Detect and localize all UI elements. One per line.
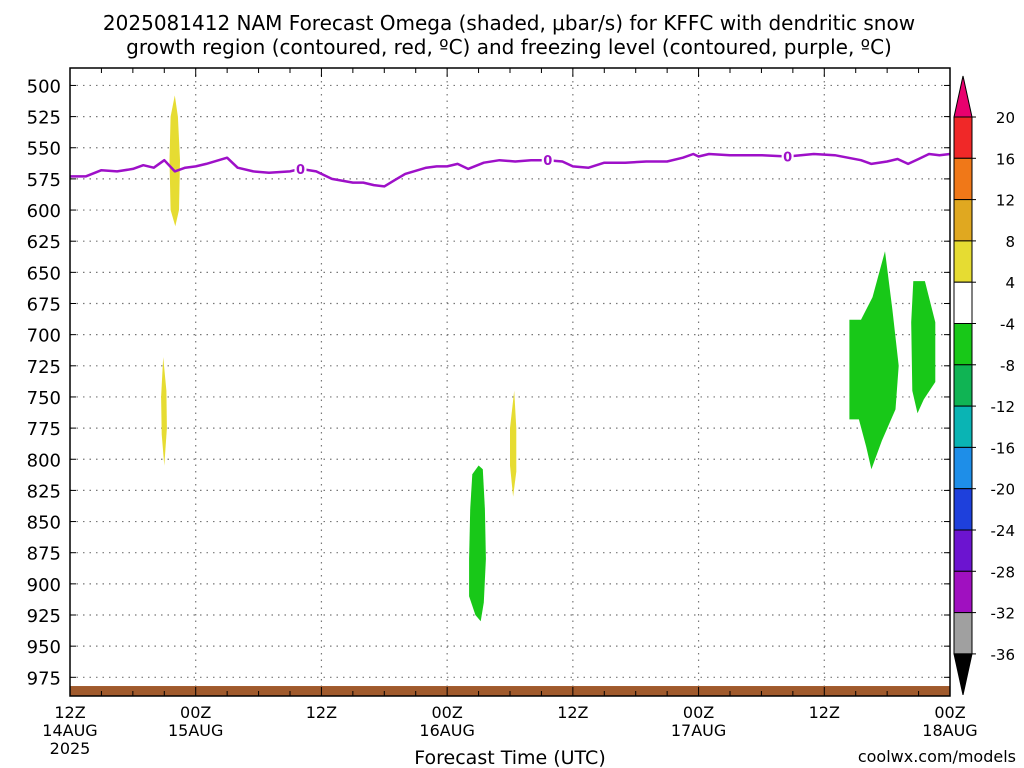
colorbar-label: -4 <box>1000 316 1015 334</box>
contour-label-bg <box>541 152 554 169</box>
colorbar-swatch <box>953 240 973 283</box>
colorbar-label: -20 <box>991 481 1016 499</box>
x-tick-label: 12Z <box>809 703 840 722</box>
colorbar-swatch <box>953 199 973 242</box>
contour-label-bg <box>781 148 794 165</box>
colorbar-swatch <box>953 405 973 448</box>
colorbar-label: -28 <box>991 563 1016 581</box>
chart-title-line2: growth region (contoured, red, ºC) and f… <box>126 35 892 59</box>
x-tick-label: 00Z <box>934 703 965 722</box>
colorbar-label: 20 <box>996 109 1015 127</box>
contour-label-bg <box>294 160 307 177</box>
y-tick-label: 775 <box>27 419 61 440</box>
x-tick-label: 12Z <box>54 703 85 722</box>
x-tick-label: 00Z <box>683 703 714 722</box>
omega-shaded-region <box>161 357 167 466</box>
colorbar-label: -36 <box>991 646 1016 664</box>
omega-shaded-region <box>169 95 180 227</box>
x-tick-label: 2025 <box>50 739 91 758</box>
x-tick-label: 00Z <box>431 703 462 722</box>
freezing-level-label: 0 <box>783 150 792 165</box>
x-tick-label: 17AUG <box>671 721 726 740</box>
y-tick-label: 675 <box>27 295 61 316</box>
colorbar-label: -24 <box>991 522 1016 540</box>
x-tick-label: 00Z <box>180 703 211 722</box>
y-tick-label: 925 <box>27 606 61 627</box>
omega-shaded-region <box>469 465 486 622</box>
y-tick-label: 850 <box>27 513 61 534</box>
freezing-level-label: 0 <box>296 163 305 178</box>
y-tick-label: 575 <box>27 170 61 191</box>
x-tick-label: 18AUG <box>922 721 977 740</box>
freezing-level-line <box>70 152 951 188</box>
colorbar-swatch <box>953 157 973 201</box>
y-tick-label: 875 <box>27 544 61 565</box>
x-tick-label: 12Z <box>306 703 337 722</box>
colorbar-swatch <box>953 323 973 366</box>
colorbar-swatch <box>953 116 973 159</box>
colorbar-label: -12 <box>991 398 1016 416</box>
colorbar-swatch <box>953 446 973 490</box>
y-tick-label: 825 <box>27 481 61 502</box>
freezing-level-contour: 0 0 0 <box>70 148 951 188</box>
colorbar-swatch <box>953 612 973 655</box>
x-tick-label: 16AUG <box>419 721 474 740</box>
x-tick-label: 12Z <box>557 703 588 722</box>
y-tick-label: 525 <box>27 108 61 129</box>
colorbar-label: -8 <box>1000 357 1015 375</box>
colorbar: 20 16 12 8 4 -4 -8 -12 -16 -20 -24 -28 -32 -36 <box>953 75 1016 696</box>
colorbar-swatch <box>953 281 973 325</box>
y-tick-label: 800 <box>27 450 61 471</box>
omega-shaded-region <box>911 281 936 414</box>
colorbar-label: -16 <box>991 439 1016 457</box>
plot-background <box>70 68 950 696</box>
colorbar-label: 8 <box>1005 233 1015 251</box>
colorbar-bottom-triangle <box>953 653 973 696</box>
x-tick-label: 15AUG <box>168 721 223 740</box>
omega-shaded-region <box>849 251 899 470</box>
colorbar-label: 16 <box>996 150 1015 168</box>
freezing-level-label: 0 <box>543 154 552 169</box>
y-axis: 500 525 550 575 600 625 650 675 700 725 750 775 800 8… <box>27 76 950 689</box>
y-tick-label: 975 <box>27 668 61 689</box>
chart-title-line1: 2025081412 NAM Forecast Omega (shaded, μ… <box>103 11 915 35</box>
y-tick-label: 950 <box>27 637 61 658</box>
y-tick-label: 500 <box>27 76 61 97</box>
y-tick-label: 600 <box>27 201 61 222</box>
watermark: coolwx.com/models <box>858 747 1016 766</box>
y-tick-label: 700 <box>27 326 61 347</box>
colorbar-swatch <box>953 488 973 531</box>
colorbar-swatch <box>953 529 973 572</box>
colorbar-label: 4 <box>1005 274 1015 292</box>
omega-shaded-region <box>510 390 517 497</box>
colorbar-swatch <box>953 364 973 407</box>
y-tick-label: 750 <box>27 388 61 409</box>
y-tick-label: 650 <box>27 263 61 284</box>
colorbar-top-triangle <box>953 75 973 118</box>
x-axis-label: Forecast Time (UTC) <box>414 747 605 768</box>
y-tick-label: 725 <box>27 357 61 378</box>
colorbar-swatch <box>953 570 973 614</box>
y-tick-label: 550 <box>27 139 61 160</box>
colorbar-label: 12 <box>996 192 1015 210</box>
y-tick-label: 900 <box>27 575 61 596</box>
colorbar-label: -32 <box>991 605 1016 623</box>
x-tick-label: 14AUG <box>42 721 97 740</box>
y-tick-label: 625 <box>27 232 61 253</box>
omega-shaded-regions <box>161 95 936 622</box>
